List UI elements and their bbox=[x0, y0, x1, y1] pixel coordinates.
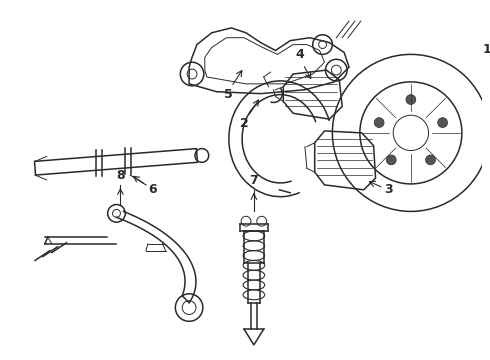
Text: 1: 1 bbox=[483, 43, 490, 56]
Circle shape bbox=[426, 155, 436, 165]
Text: 5: 5 bbox=[224, 88, 233, 101]
Text: 8: 8 bbox=[116, 168, 125, 181]
Text: 7: 7 bbox=[249, 174, 258, 186]
Circle shape bbox=[386, 155, 396, 165]
Circle shape bbox=[374, 118, 384, 127]
Circle shape bbox=[438, 118, 447, 127]
Text: 3: 3 bbox=[384, 183, 392, 196]
Text: 2: 2 bbox=[240, 117, 248, 130]
Text: 6: 6 bbox=[148, 183, 157, 196]
Circle shape bbox=[406, 95, 416, 104]
Text: 4: 4 bbox=[295, 48, 304, 61]
